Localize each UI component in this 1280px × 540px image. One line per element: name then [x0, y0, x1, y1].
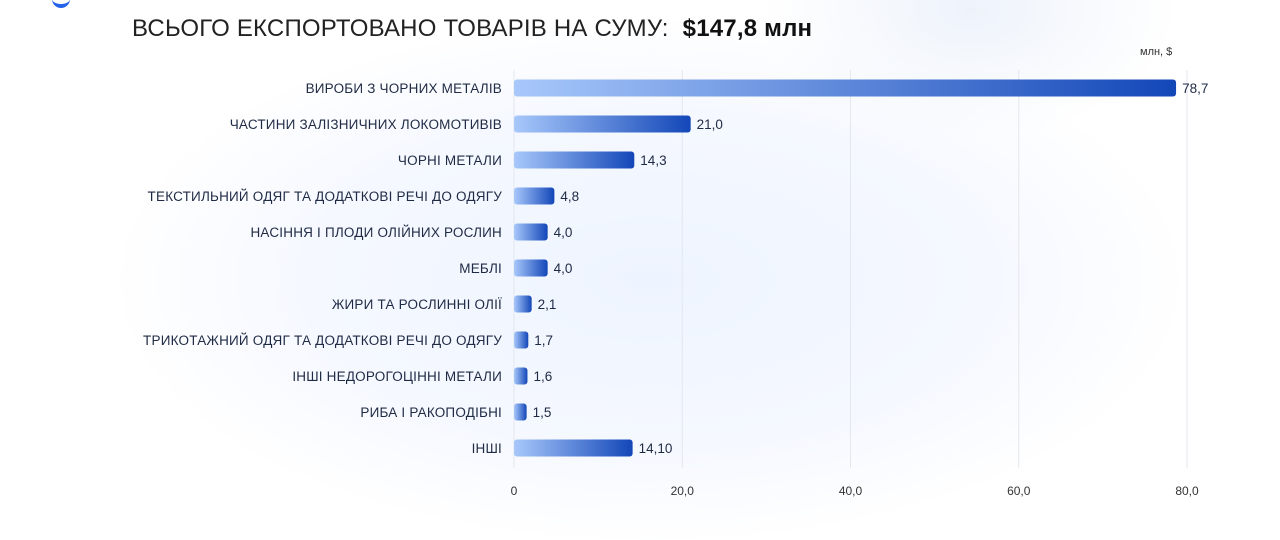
x-tick-label: 40,0 — [839, 484, 863, 498]
category-label: РИБА І РАКОПОДІБНІ — [360, 405, 502, 420]
title-text: ВСЬОГО ЕКСПОРТОВАНО ТОВАРІВ НА СУМУ: — [132, 15, 669, 42]
bar — [514, 259, 548, 277]
labels: ВИРОБИ З ЧОРНИХ МЕТАЛІВ 78,7 ЧАСТИНИ ЗАЛІЗ… — [143, 81, 1208, 456]
value-label: 78,7 — [1182, 81, 1208, 96]
value-label: 14,10 — [639, 441, 673, 456]
x-tick-label: 0 — [511, 484, 518, 498]
value-label: 1,7 — [534, 333, 553, 348]
x-axis-ticks: 0 20,0 40,0 60,0 80,0 — [511, 484, 1199, 498]
total-amount: $147,8 млн — [682, 15, 813, 42]
x-tick-label: 60,0 — [1007, 484, 1031, 498]
bar — [514, 367, 528, 385]
chart-title: ВСЬОГО ЕКСПОРТОВАНО ТОВАРІВ НА СУМУ: $147… — [132, 15, 812, 43]
value-label: 4,8 — [560, 189, 579, 204]
category-label: МЕБЛІ — [459, 261, 502, 276]
category-label: НАСІННЯ І ПЛОДИ ОЛІЙНИХ РОСЛИН — [250, 225, 502, 240]
bar — [514, 151, 635, 169]
value-label: 1,6 — [533, 369, 552, 384]
value-label: 14,3 — [640, 153, 666, 168]
bar — [514, 439, 633, 457]
bar — [514, 295, 532, 313]
unit-label: млн, $ — [1140, 46, 1173, 58]
bar — [514, 331, 529, 349]
x-tick-label: 20,0 — [671, 484, 695, 498]
category-label: ЖИРИ ТА РОСЛИННІ ОЛІЇ — [332, 297, 502, 312]
value-label: 4,0 — [554, 261, 573, 276]
category-label: ЧОРНІ МЕТАЛИ — [398, 153, 502, 168]
bar — [514, 223, 548, 241]
category-label: ТРИКОТАЖНИЙ ОДЯГ ТА ДОДАТКОВІ РЕЧІ ДО ОД… — [143, 333, 502, 348]
bar — [514, 403, 527, 421]
value-label: 4,0 — [554, 225, 573, 240]
value-label: 21,0 — [697, 117, 723, 132]
logo-icon — [52, 0, 70, 8]
bar — [514, 79, 1177, 97]
bars — [514, 79, 1177, 457]
bar-chart: ВИРОБИ З ЧОРНИХ МЕТАЛІВ 78,7 ЧАСТИНИ ЗАЛІЗ… — [143, 70, 1208, 498]
x-tick-label: 80,0 — [1175, 484, 1199, 498]
category-label: ЧАСТИНИ ЗАЛІЗНИЧНИХ ЛОКОМОТИВІВ — [230, 117, 502, 132]
category-label: ІНШІ — [472, 441, 502, 456]
value-label: 1,5 — [533, 405, 552, 420]
value-label: 2,1 — [538, 297, 557, 312]
bar — [514, 115, 691, 133]
bar — [514, 187, 555, 205]
category-label: ВИРОБИ З ЧОРНИХ МЕТАЛІВ — [306, 81, 502, 96]
category-label: ТЕКСТИЛЬНИЙ ОДЯГ ТА ДОДАТКОВІ РЕЧІ ДО ОД… — [148, 189, 503, 204]
category-label: ІНШІ НЕДОРОГОЦІННІ МЕТАЛИ — [292, 369, 502, 384]
